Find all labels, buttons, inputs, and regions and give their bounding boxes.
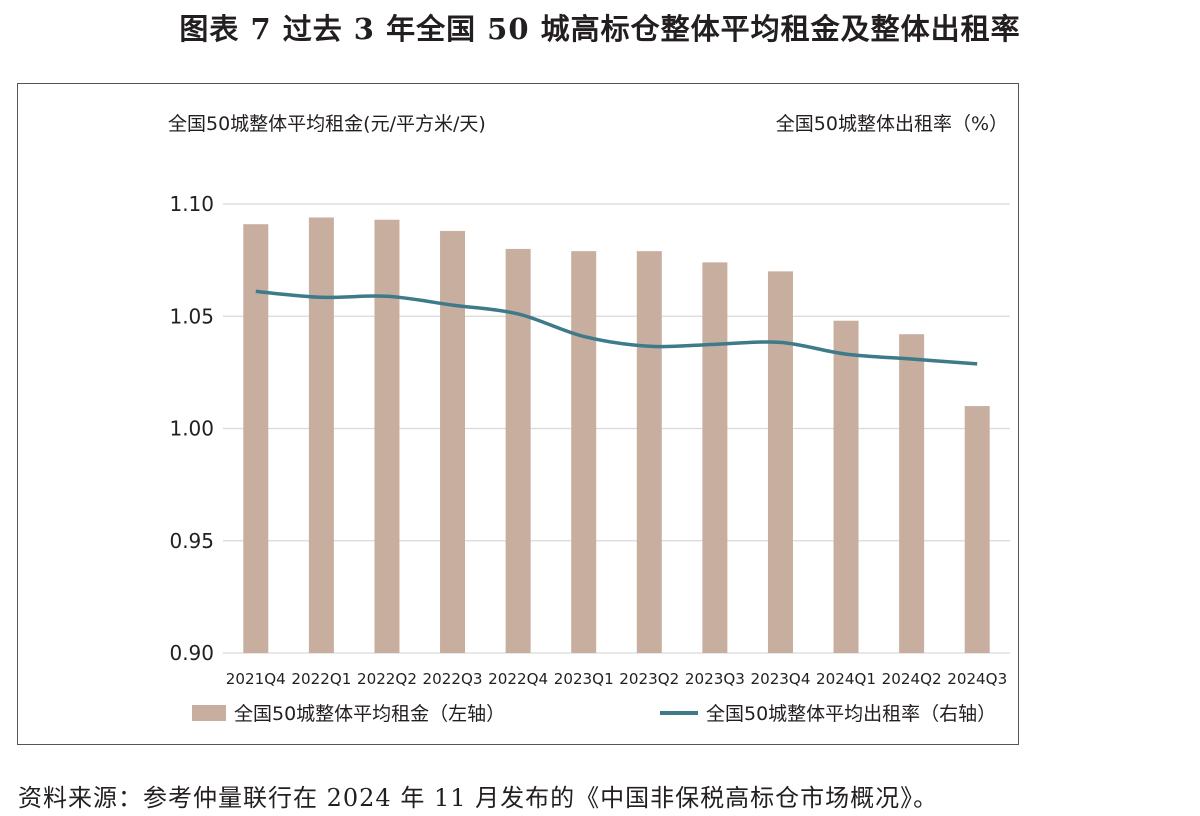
bar-2022Q1: [308, 217, 334, 653]
x-tick-label: 2023Q1: [554, 670, 614, 688]
legend-line-label: 全国50城整体平均出租率（右轴）: [706, 703, 996, 725]
chart-frame: 0.900.951.001.051.10 5055606570758085909…: [17, 83, 1019, 745]
x-tick-label: 2021Q4: [226, 670, 286, 688]
figure-title: 图表 7 过去 3 年全国 50 城高标仓整体平均租金及整体出租率: [179, 12, 1021, 46]
x-tick-label: 2022Q3: [423, 670, 483, 688]
bar-2023Q3: [702, 262, 728, 653]
left-tick-label: 0.90: [169, 641, 214, 665]
bar-2024Q1: [833, 320, 859, 653]
left-tick-label: 0.95: [169, 529, 214, 553]
x-tick-label: 2024Q2: [882, 670, 942, 688]
bar-2022Q4: [505, 248, 531, 653]
bar-2023Q1: [571, 251, 597, 653]
right-axis-title: 全国50城整体出租率（%）: [776, 113, 1008, 135]
bar-2023Q4: [767, 271, 793, 653]
left-tick-label: 1.00: [169, 417, 214, 441]
legend: 全国50城整体平均租金（左轴） 全国50城整体平均出租率（右轴）: [192, 703, 996, 725]
left-axis-title: 全国50城整体平均租金(元/平方米/天): [168, 113, 486, 135]
left-tick-label: 1.05: [169, 304, 214, 328]
x-tick-label: 2023Q2: [619, 670, 679, 688]
x-tick-label: 2022Q2: [357, 670, 417, 688]
left-axis-ticks: 0.90 0.95 1.00 1.05 1.10: [169, 192, 214, 665]
x-tick-label: 2024Q1: [816, 670, 876, 688]
bar-2021Q4: [243, 224, 269, 653]
x-tick-label: 2024Q3: [947, 670, 1007, 688]
source-note: 资料来源：参考仲量联行在 2024 年 11 月发布的《中国非保税高标仓市场概况…: [18, 784, 939, 812]
bar-series: [243, 217, 990, 653]
left-tick-label: 1.10: [169, 192, 214, 216]
bar-2022Q3: [440, 230, 466, 653]
line-series: [255, 289, 978, 366]
bar-2023Q2: [636, 251, 662, 653]
legend-bar-label: 全国50城整体平均租金（左轴）: [234, 703, 505, 725]
occupancy-line: [255, 289, 978, 366]
bar-2024Q2: [899, 334, 925, 653]
grid-lines: [223, 203, 1010, 654]
bar-2022Q2: [374, 219, 400, 653]
chart: 0.900.951.001.051.10 5055606570758085909…: [168, 113, 1010, 725]
bar-2024Q3: [964, 406, 990, 653]
legend-bar-swatch: [192, 705, 226, 721]
x-tick-label: 2022Q4: [488, 670, 548, 688]
x-tick-label: 2023Q4: [750, 670, 810, 688]
x-axis-ticks: 2021Q4 2022Q1 2022Q2 2022Q3 2022Q4 2023Q1 2023…: [226, 670, 1007, 688]
x-tick-label: 2022Q1: [291, 670, 351, 688]
x-tick-label: 2023Q3: [685, 670, 745, 688]
